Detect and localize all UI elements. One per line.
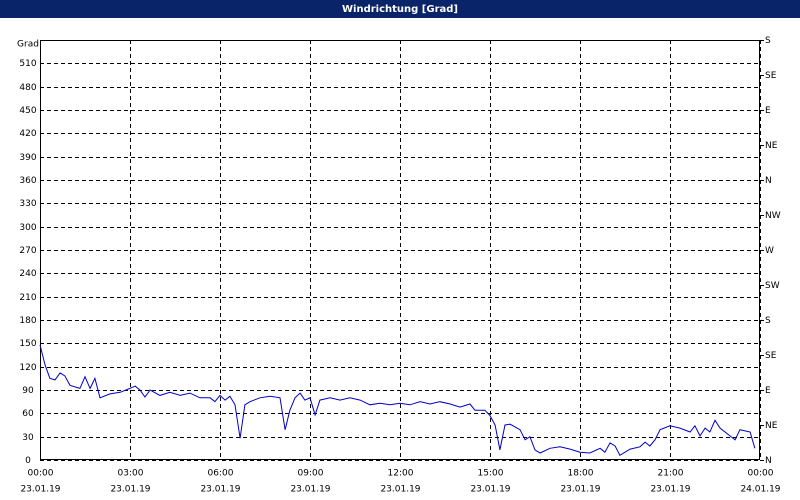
x-tick-label: 21:00 (658, 469, 684, 479)
y-tick-label: 0 (25, 456, 31, 466)
y-tick-label: 180 (19, 316, 36, 326)
x-tick-date: 23.01.19 (200, 485, 240, 495)
y-tick-label: 300 (19, 223, 36, 233)
y2-tick-label: W (765, 246, 774, 256)
y-tick-label: 450 (19, 106, 36, 116)
y2-tick-label: SE (765, 351, 777, 361)
y-tick-label: 150 (19, 339, 36, 349)
y-tick-label: 420 (19, 129, 36, 139)
y-tick-label: 240 (19, 269, 36, 279)
y-tick-label: 120 (19, 363, 36, 373)
y-tick-label: 60 (22, 409, 34, 419)
x-tick-label: 18:00 (568, 469, 594, 479)
y2-tick-label: SW (765, 281, 780, 291)
x-tick-date: 23.01.19 (290, 485, 330, 495)
x-tick-date: 23.01.19 (380, 485, 420, 495)
x-tick-label: 09:00 (298, 469, 324, 479)
x-tick-date: 23.01.19 (20, 485, 60, 495)
x-tick-date: 23.01.19 (650, 485, 690, 495)
y-tick-label: 330 (19, 199, 36, 209)
y-tick-label: 30 (22, 433, 34, 443)
y2-tick-label: NE (765, 421, 778, 431)
x-tick-date: 23.01.19 (110, 485, 150, 495)
y2-tick-label: S (765, 316, 771, 326)
title-bar (0, 0, 800, 18)
y2-tick-label: N (765, 456, 772, 466)
y2-tick-label: SE (765, 71, 777, 81)
data-line (39, 344, 756, 457)
x-tick-date: 23.01.19 (560, 485, 600, 495)
y-tick-label: 90 (22, 386, 34, 396)
y2-tick-label: S (765, 36, 771, 46)
x-tick-label: 12:00 (388, 469, 414, 479)
x-tick-label: 06:00 (208, 469, 234, 479)
y-tick-label: 480 (19, 83, 36, 93)
x-tick-label: 00:00 (748, 469, 774, 479)
x-tick-date: 23.01.19 (470, 485, 510, 495)
y2-tick-label: E (765, 106, 771, 116)
plot-frame (40, 40, 760, 460)
x-tick-date: 24.01.19 (740, 485, 780, 495)
y-tick-label: 270 (19, 246, 36, 256)
y-tick-label: 390 (19, 153, 36, 163)
y-tick-label: 510 (19, 59, 36, 69)
y2-tick-label: NW (765, 211, 781, 221)
y-axis-label: Grad (17, 40, 39, 50)
y2-tick-label: N (765, 176, 772, 186)
y-tick-label: 210 (19, 293, 36, 303)
x-tick-label: 15:00 (478, 469, 504, 479)
x-tick-label: 03:00 (118, 469, 144, 479)
y2-tick-label: E (765, 386, 771, 396)
x-tick-label: 00:00 (28, 469, 54, 479)
y2-tick-label: NE (765, 141, 778, 151)
y-tick-label: 360 (19, 176, 36, 186)
chart-title: Windrichtung [Grad] (342, 4, 458, 15)
